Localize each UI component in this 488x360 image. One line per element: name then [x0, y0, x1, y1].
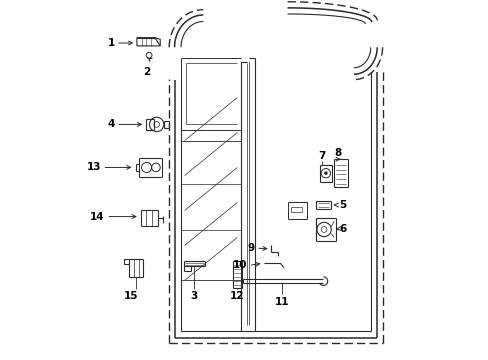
- Circle shape: [324, 171, 327, 175]
- Text: 2: 2: [143, 67, 150, 77]
- Text: 1: 1: [107, 38, 115, 48]
- Text: 6: 6: [339, 224, 346, 234]
- Text: 11: 11: [274, 297, 289, 307]
- Text: 9: 9: [247, 243, 254, 253]
- Text: 15: 15: [123, 291, 138, 301]
- Text: 5: 5: [339, 200, 346, 210]
- Text: 13: 13: [86, 162, 101, 172]
- Text: 14: 14: [90, 212, 104, 221]
- Text: 12: 12: [229, 291, 244, 301]
- Text: 10: 10: [232, 260, 247, 270]
- Text: 7: 7: [318, 151, 325, 161]
- Text: 4: 4: [107, 120, 115, 129]
- Text: 3: 3: [190, 291, 198, 301]
- Text: 8: 8: [334, 148, 342, 158]
